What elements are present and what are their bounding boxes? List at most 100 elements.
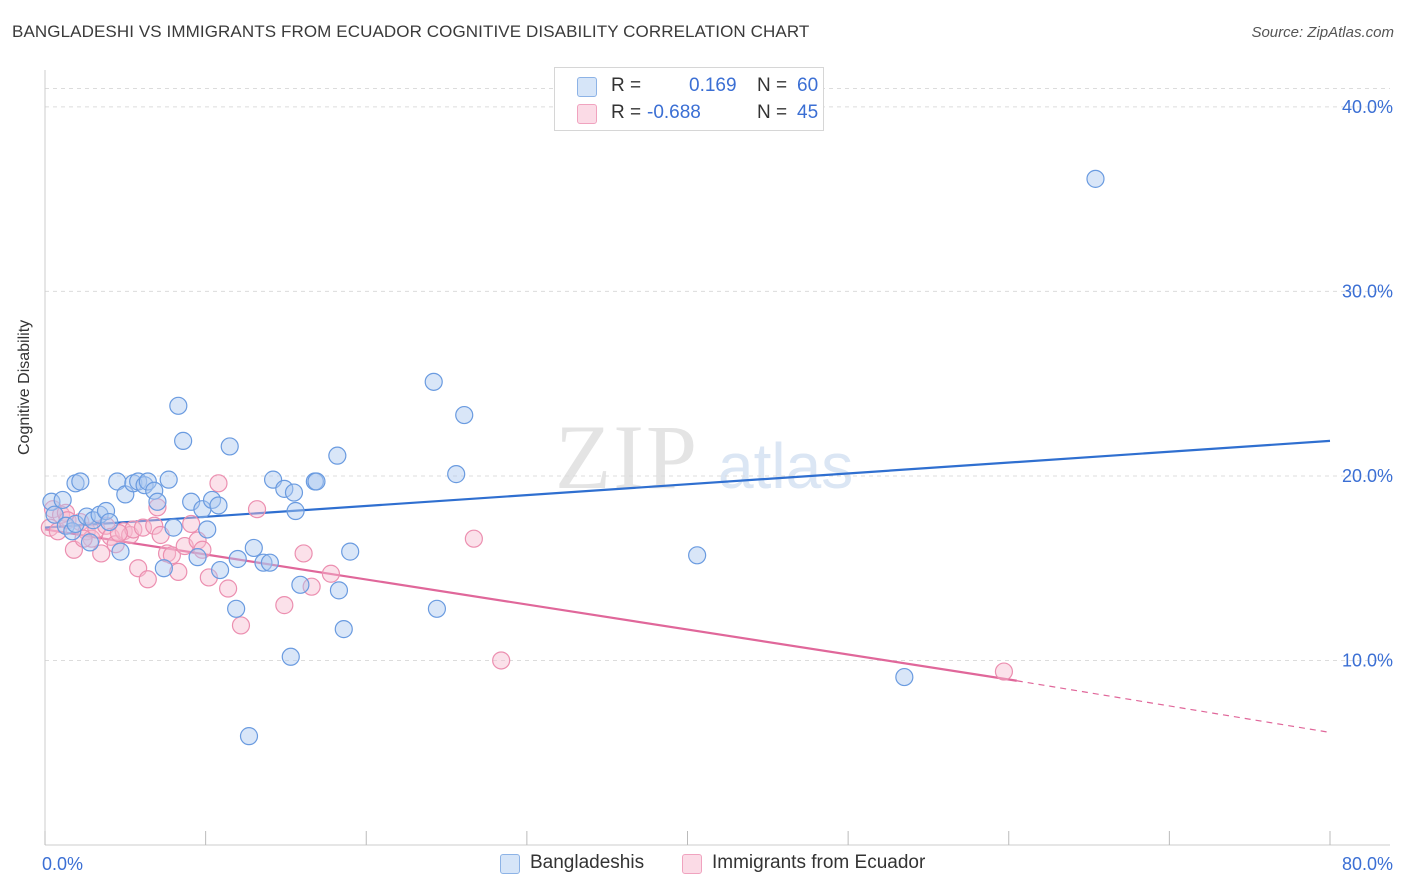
legend-n-label: N =	[757, 75, 788, 96]
data-point	[231, 616, 251, 635]
y-tick-label: 30.0%	[1342, 281, 1393, 301]
data-point	[199, 568, 218, 587]
source-credit: Source: ZipAtlas.com	[1251, 24, 1394, 41]
data-point	[328, 446, 347, 465]
data-point	[424, 372, 443, 391]
data-point	[133, 518, 153, 537]
data-point	[148, 492, 167, 511]
data-point	[92, 544, 111, 563]
data-point	[53, 490, 72, 510]
trend-extension-1	[1016, 680, 1331, 734]
data-point	[80, 533, 100, 552]
legend-label: Bangladeshis	[530, 852, 645, 873]
trend-line-1	[44, 528, 1017, 682]
data-point	[281, 647, 300, 666]
legend-swatch-bangladeshis	[500, 854, 520, 874]
y-tick-label: 40.0%	[1342, 97, 1393, 117]
data-point	[198, 520, 217, 539]
data-point	[302, 577, 321, 596]
data-point	[275, 479, 294, 498]
data-point	[210, 560, 230, 580]
data-point	[329, 581, 349, 600]
data-point	[174, 431, 193, 450]
data-point	[1086, 169, 1105, 188]
data-point	[209, 496, 228, 515]
chart-title: BANGLADESHI VS IMMIGRANTS FROM ECUADOR C…	[12, 22, 810, 41]
y-axis-label: Cognitive Disability	[16, 319, 33, 455]
data-point	[341, 542, 360, 561]
data-point	[145, 516, 164, 535]
data-point	[291, 575, 310, 594]
legend-label: Immigrants from Ecuador	[712, 852, 926, 873]
x-tick-label: 80.0%	[1342, 854, 1393, 874]
data-point	[100, 512, 119, 532]
data-point	[71, 472, 90, 491]
data-point	[247, 500, 267, 519]
data-point	[284, 483, 304, 502]
legend-n-label: N =	[757, 102, 788, 123]
legend-swatch-ecuador	[682, 854, 702, 874]
data-point	[96, 501, 116, 521]
data-point	[895, 667, 914, 687]
data-point	[159, 470, 178, 489]
data-point	[254, 553, 273, 572]
grid-lines	[45, 87, 1390, 661]
data-point	[294, 544, 313, 563]
data-point	[182, 514, 201, 534]
data-point	[138, 570, 157, 589]
data-point	[455, 405, 474, 425]
x-tick-labels: 0.0% 80.0%	[42, 854, 1393, 874]
data-point	[286, 501, 305, 521]
data-point	[227, 599, 246, 618]
data-point	[169, 562, 188, 582]
data-point	[321, 564, 341, 583]
legend-n-value: 60	[797, 75, 819, 96]
data-point	[307, 472, 326, 491]
data-point	[464, 529, 483, 548]
data-point	[154, 559, 173, 578]
x-tick-label: 0.0%	[42, 854, 83, 874]
data-point	[220, 437, 239, 456]
correlation-legend: R = 0.169 N = 60 R = -0.688 N = 45	[554, 67, 824, 131]
data-point	[188, 548, 207, 567]
data-point	[427, 599, 447, 618]
data-point	[334, 620, 353, 639]
watermark-atlas: atlas	[718, 430, 853, 502]
axes	[44, 70, 1390, 846]
data-point	[244, 538, 263, 558]
legend-r-value: -0.688	[647, 102, 701, 123]
y-tick-label: 10.0%	[1342, 650, 1393, 670]
trend-line-0	[44, 439, 1331, 529]
data-point	[492, 651, 511, 670]
data-point	[164, 518, 183, 537]
legend-r-label: R =	[611, 75, 642, 96]
data-point	[66, 514, 85, 534]
legend-r-label: R =	[611, 102, 642, 123]
legend-swatch-bangladeshis	[577, 77, 597, 97]
data-point	[169, 396, 188, 415]
data-point	[219, 579, 238, 598]
data-point	[162, 546, 181, 565]
data-point	[447, 465, 466, 484]
data-point	[688, 546, 707, 565]
data-point	[994, 662, 1014, 681]
y-tick-labels: 10.0% 20.0% 30.0% 40.0%	[1342, 97, 1393, 671]
data-point	[138, 472, 157, 491]
data-point	[111, 542, 130, 561]
data-point	[45, 505, 64, 524]
data-point	[209, 474, 228, 493]
y-tick-label: 20.0%	[1342, 466, 1393, 486]
legend-r-value: 0.169	[689, 75, 737, 96]
data-point	[275, 596, 294, 615]
data-point	[108, 472, 127, 491]
data-point	[260, 553, 279, 572]
legend-n-value: 45	[797, 102, 819, 123]
data-points	[40, 169, 1105, 746]
legend-swatch-ecuador	[577, 104, 597, 124]
data-point	[145, 481, 164, 500]
trend-lines	[44, 439, 1331, 734]
data-point	[182, 492, 201, 511]
data-point	[239, 727, 259, 746]
data-point	[228, 549, 247, 569]
